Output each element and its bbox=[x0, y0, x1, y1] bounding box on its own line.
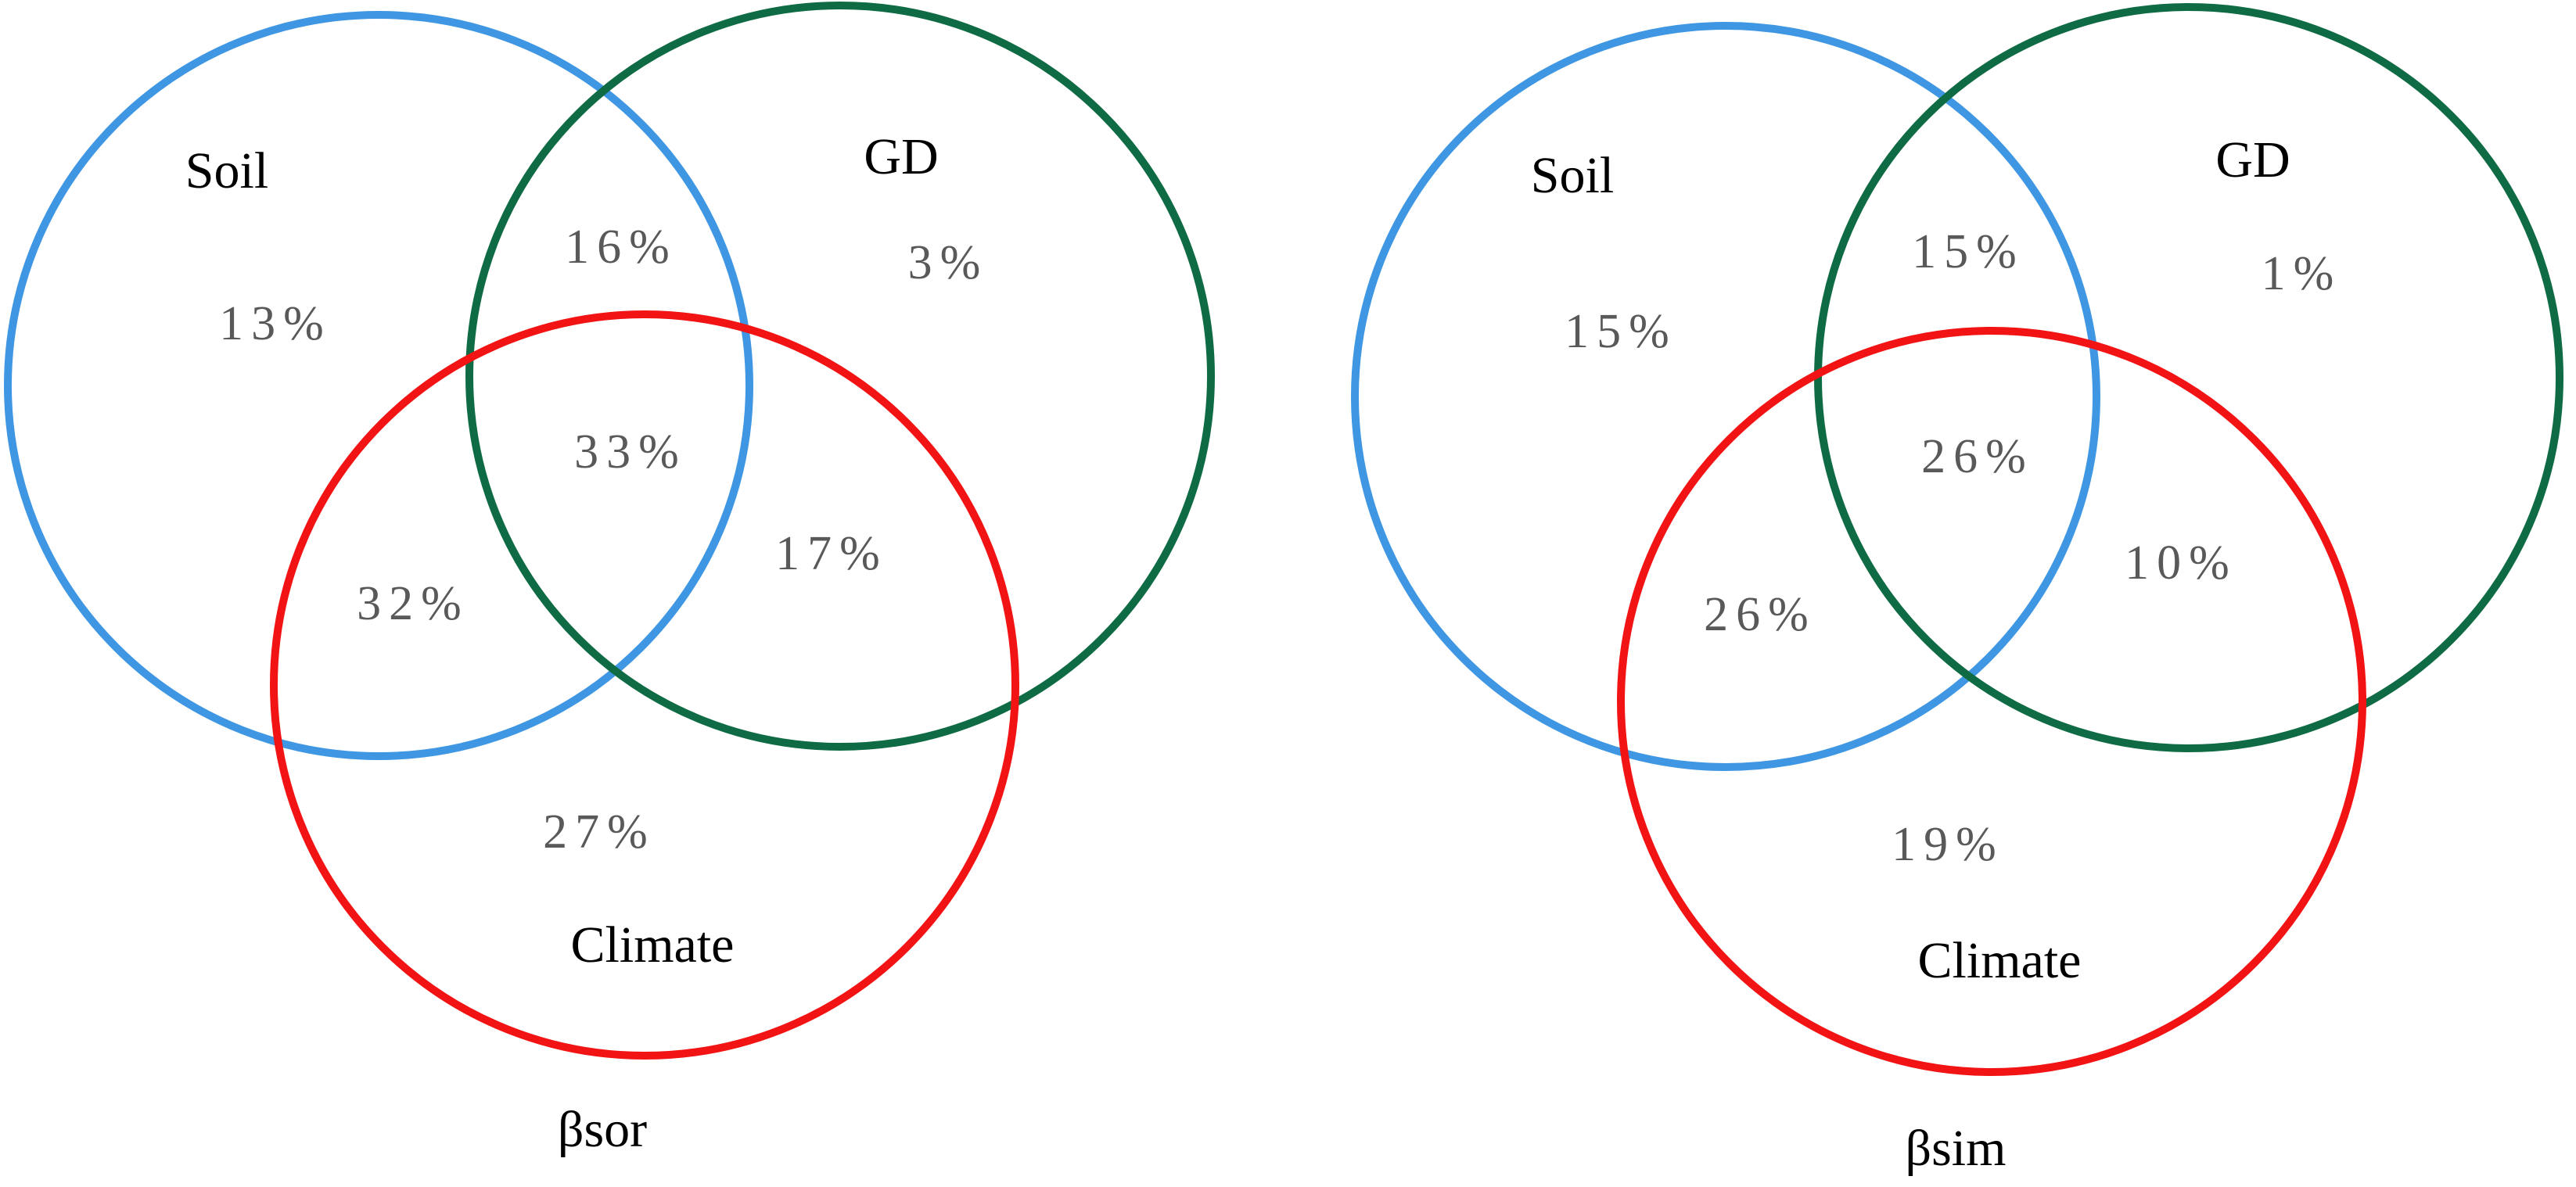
gd-climate-value: 17% bbox=[775, 527, 888, 580]
soil-label: Soil bbox=[1531, 147, 1614, 204]
gd-climate-value: 10% bbox=[2125, 536, 2237, 590]
soil-circle bbox=[1351, 22, 2100, 771]
all-three-value: 26% bbox=[1921, 430, 2034, 483]
venn-panel-bsor: Soil GD Climate 13% 3% 16% 33% 17% 32% 2… bbox=[4, 2, 1215, 1158]
soil-label: Soil bbox=[185, 142, 268, 199]
soil-gd-value: 16% bbox=[565, 221, 677, 274]
soil-climate-value: 32% bbox=[357, 577, 469, 630]
gd-circle bbox=[1814, 3, 2563, 752]
climate-label: Climate bbox=[1918, 932, 2082, 989]
soil-only-value: 13% bbox=[219, 297, 332, 350]
climate-only-value: 19% bbox=[1892, 818, 2004, 871]
soil-climate-value: 26% bbox=[1704, 588, 1816, 641]
gd-label: GD bbox=[2215, 131, 2290, 188]
gd-only-value: 3% bbox=[908, 236, 989, 289]
climate-only-value: 27% bbox=[543, 805, 656, 859]
gd-only-value: 1% bbox=[2262, 247, 2342, 300]
venn-panel-bsim: Soil GD Climate 15% 1% 15% 26% 10% 26% 1… bbox=[1351, 3, 2563, 1177]
climate-circle bbox=[1617, 327, 2366, 1076]
gd-circle bbox=[465, 2, 1215, 751]
gd-label: GD bbox=[864, 128, 938, 185]
all-three-value: 33% bbox=[574, 425, 687, 479]
climate-label: Climate bbox=[571, 916, 735, 974]
climate-circle bbox=[270, 310, 1019, 1060]
panel-caption: βsim bbox=[1906, 1120, 2007, 1177]
panel-caption: βsor bbox=[558, 1101, 647, 1158]
soil-gd-value: 15% bbox=[1912, 225, 2025, 278]
soil-circle bbox=[4, 11, 753, 760]
soil-only-value: 15% bbox=[1565, 305, 1677, 358]
